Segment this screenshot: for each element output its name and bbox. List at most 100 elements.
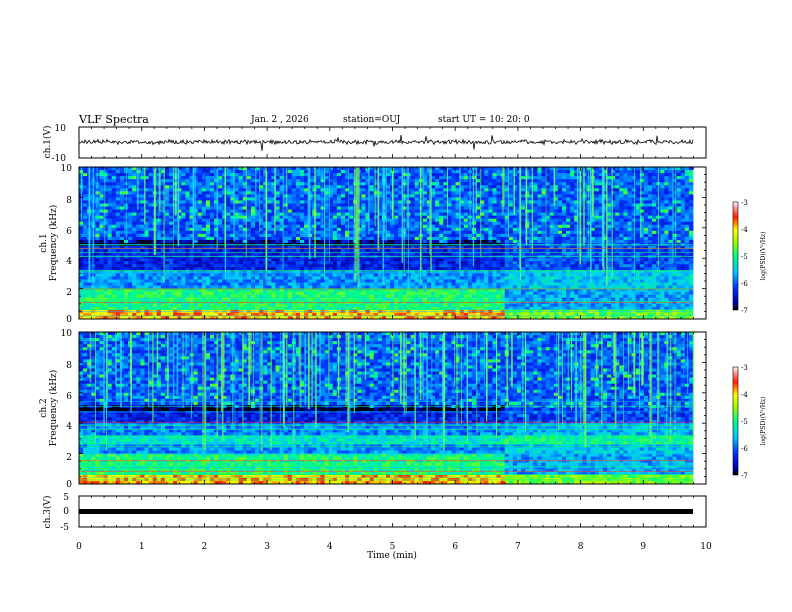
spectrogram-cell (169, 233, 174, 238)
spectrogram-cell (467, 273, 473, 277)
spectrogram-cell (218, 191, 223, 195)
spectrogram-cell (140, 258, 145, 262)
spectrogram-cell (140, 212, 145, 217)
spectrogram-cell (234, 194, 240, 198)
spectrogram-cell (201, 252, 207, 256)
spectrogram-cell (226, 239, 231, 244)
spectrogram-cell (95, 282, 100, 286)
spectrogram-cell (484, 255, 489, 259)
spectrogram-cell (279, 264, 285, 268)
spectrogram-cell (83, 297, 88, 302)
spectrogram-cell (316, 182, 321, 186)
spectrogram-cell (463, 273, 469, 277)
spectrogram-cell (275, 182, 280, 186)
spectrogram-cell (226, 252, 231, 256)
spectrogram-cell (304, 246, 309, 250)
spectrogram-cell (324, 188, 330, 192)
spectrogram-cell (144, 224, 149, 229)
spectrogram-cell (144, 297, 149, 302)
spectrogram-cell (250, 236, 256, 241)
spectrogram-cell (124, 291, 129, 296)
spectrogram-cell (463, 230, 469, 235)
spectrogram-cell (148, 264, 154, 268)
spectrogram-cell (361, 294, 366, 299)
spectrogram-cell (132, 239, 137, 244)
spectrogram-cell (136, 246, 141, 250)
spectrogram-cell (304, 179, 309, 183)
spectrogram-cell (361, 282, 366, 286)
spectrogram-cell (320, 197, 325, 201)
spectrogram-cell (451, 194, 456, 198)
spectrogram-cell (214, 188, 219, 192)
spectrogram-cell (357, 197, 362, 201)
spectrogram-cell (279, 288, 285, 293)
spectrogram-cell (259, 276, 264, 280)
spectrogram-cell (271, 267, 276, 271)
spectrogram-cell (209, 255, 215, 259)
spectrogram-cell (361, 261, 366, 265)
spectrogram-cell (390, 303, 395, 308)
spectrogram-cell (181, 233, 186, 238)
spectrogram-cell (426, 273, 432, 277)
spectrogram-cell (164, 185, 170, 189)
spectrogram-cell (451, 294, 456, 299)
spectrogram-cell (185, 267, 190, 271)
spectrogram-cell (357, 236, 362, 241)
spectrogram-cell (169, 176, 174, 180)
spectrogram-cell (83, 209, 88, 213)
spectrogram-cell (340, 170, 346, 174)
spectrogram-cell (185, 215, 190, 220)
spectrogram-cell (373, 179, 379, 183)
spectrogram-cell (295, 264, 301, 268)
spectrogram-cell (451, 255, 456, 259)
spectrogram-cell (189, 191, 195, 195)
spectrogram-cell (205, 258, 211, 262)
spectrogram-cell (169, 209, 174, 213)
spectrogram-cell (152, 267, 158, 271)
spectrogram-cell (295, 246, 301, 250)
spectrogram-cell (414, 188, 420, 192)
spectrogram-cell (193, 188, 199, 192)
spectrogram-cell (136, 218, 141, 223)
spectrogram-cell (193, 215, 199, 220)
spectrogram-cell (381, 303, 387, 308)
spectrogram-cell (312, 261, 317, 265)
spectrogram-cell (128, 273, 133, 277)
spectrogram-cell (435, 194, 440, 198)
spectrogram-cell (271, 258, 276, 262)
spectrogram-cell (103, 206, 109, 210)
spectrogram-cell (83, 221, 88, 226)
spectrogram-cell (79, 282, 84, 286)
spectrogram-cell (173, 264, 178, 268)
spectrogram-cell (115, 285, 121, 289)
spectrogram-cell (332, 200, 338, 204)
spectrogram-cell (295, 218, 301, 223)
spectrogram-cell (263, 200, 268, 204)
spectrogram-cell (435, 188, 440, 192)
spectrogram-cell (365, 267, 371, 271)
spectrogram-cell (451, 179, 456, 183)
spectrogram-cell (463, 246, 469, 250)
spectrogram-cell (132, 167, 137, 171)
spectrogram-cell (255, 227, 260, 232)
spectrogram-cell (209, 264, 215, 268)
spectrogram-cell (320, 191, 325, 195)
spectrogram-cell (328, 239, 334, 244)
spectrogram-cell (316, 273, 321, 277)
spectrogram-cell (357, 173, 362, 177)
spectrogram-cell (107, 170, 113, 174)
spectrogram-cell (357, 249, 362, 253)
spectrogram-cell (173, 282, 178, 286)
spectrogram-cell (345, 252, 350, 256)
spectrogram-cell (111, 206, 117, 210)
spectrogram-cell (226, 236, 231, 241)
spectrogram-cell (234, 288, 240, 293)
spectrogram-cell (152, 294, 158, 299)
spectrogram-cell (328, 252, 334, 256)
spectrogram-cell (144, 282, 149, 286)
spectrogram-cell (115, 288, 121, 293)
spectrogram-cell (320, 255, 325, 259)
spectrogram-cell (197, 236, 203, 241)
spectrogram-cell (275, 212, 280, 217)
